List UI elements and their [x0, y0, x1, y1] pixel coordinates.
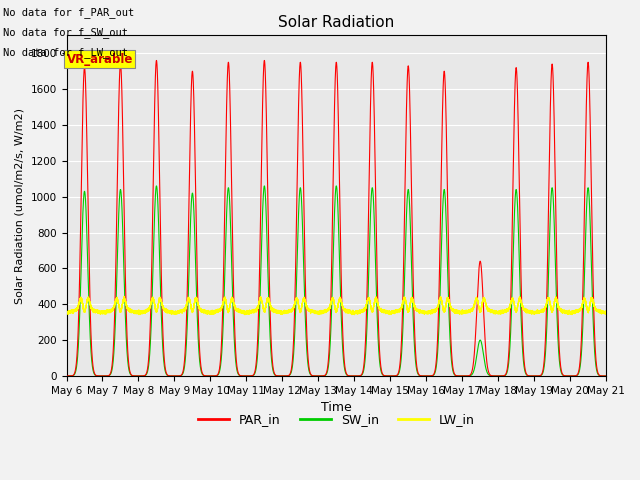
X-axis label: Time: Time: [321, 401, 351, 414]
Text: No data for f_LW_out: No data for f_LW_out: [3, 48, 128, 59]
Text: No data for f_SW_out: No data for f_SW_out: [3, 27, 128, 38]
Y-axis label: Solar Radiation (umol/m2/s, W/m2): Solar Radiation (umol/m2/s, W/m2): [15, 108, 25, 304]
Title: Solar Radiation: Solar Radiation: [278, 15, 394, 30]
Legend: PAR_in, SW_in, LW_in: PAR_in, SW_in, LW_in: [193, 408, 479, 431]
Text: No data for f_PAR_out: No data for f_PAR_out: [3, 7, 134, 18]
Text: VR_arable: VR_arable: [67, 53, 133, 66]
